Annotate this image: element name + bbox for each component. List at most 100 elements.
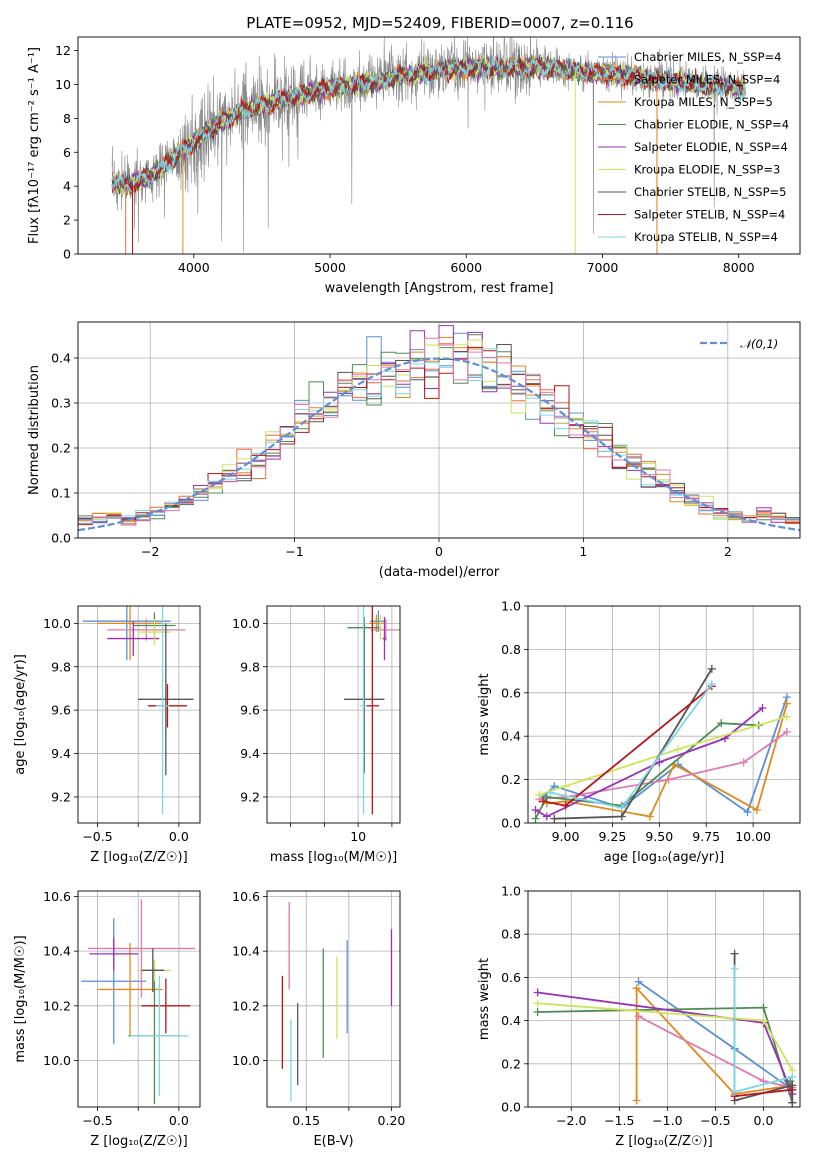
spectrum-legend-label-1: Salpeter MILES, N_SSP=4 — [634, 73, 780, 87]
weight_vs_age-marker-2 — [782, 727, 791, 736]
spectrum-axes: 4000 5000 6000 7000 8000 0 2 4 6 8 10 12 wavelength … — [27, 43, 755, 296]
weight_vs_Z-frame — [527, 890, 801, 1108]
spectrum-ytick-label: 0 — [63, 247, 71, 262]
weight_vs_age-marker-3 — [542, 792, 551, 801]
age_vs_mass-ytick-label: 10.0 — [232, 616, 260, 631]
mass_vs_ebv-xlabel: E(B-V) — [313, 1134, 353, 1149]
weight_vs_age-marker-5 — [782, 712, 791, 721]
residuals-legend-label: 𝒩(0,1) — [740, 337, 778, 351]
spectrum-plot-area — [111, 37, 746, 254]
spectrum-ytick-label: 6 — [63, 145, 71, 160]
mass_vs_Z-frame — [77, 890, 201, 1108]
residuals-ytick-label: 0.4 — [51, 351, 71, 366]
residuals-plot-area — [78, 325, 800, 532]
weight_vs_Z-series-line-5 — [537, 1002, 794, 1071]
mass_vs_ebv-xtick-label: 0.15 — [292, 1113, 320, 1128]
weight_vs_Z-xtick-label: 0.0 — [754, 1113, 774, 1128]
residuals-ytick-label: 0.3 — [51, 396, 71, 411]
mass_vs_Z-ytick-label: 10.0 — [43, 1053, 71, 1068]
spectrum-legend-label-2: Kroupa MILES, N_SSP=5 — [634, 95, 773, 109]
weight_vs_age-marker-3 — [717, 719, 726, 728]
age_vs_Z-frame — [77, 605, 201, 824]
mass_vs_ebv-xtick-label: 0.20 — [378, 1113, 406, 1128]
spectrum-legend-label-4: Salpeter ELODIE, N_SSP=4 — [634, 140, 788, 154]
age_vs_Z-ytick-label: 9.8 — [51, 659, 71, 674]
weight_vs_age-xtick-label: 9.50 — [645, 829, 673, 844]
weight_vs_age-xtick-label: 9.75 — [692, 829, 720, 844]
weight_vs_age-ylabel: mass weight — [477, 673, 492, 755]
weight_vs_age-ytick-label: 0.4 — [501, 729, 521, 744]
spectrum-ytick-label: 4 — [63, 179, 71, 194]
age_vs_Z-ylabel: age [log₁₀(age/yr)] — [13, 654, 28, 775]
weight_vs_age-frame — [527, 605, 801, 824]
mass_vs_Z-axes: −0.5 0.0 10.0 10.2 10.4 10.6 Z [log₁₀(Z/Z☉)] ma… — [13, 889, 200, 1149]
weight_vs_Z-marker-3 — [759, 1003, 768, 1012]
weight_vs_Z-xtick-label: −1.0 — [652, 1113, 682, 1128]
age_vs_Z-ytick-label: 9.2 — [51, 789, 71, 804]
weight_vs_age-marker-5 — [535, 790, 544, 799]
weight_vs_age-plot-area — [531, 664, 791, 823]
age_vs_mass-xlabel: mass [log₁₀(M/M☉)] — [270, 850, 397, 865]
mass_vs_Z-ytick-label: 10.2 — [43, 998, 71, 1013]
weight_vs_Z-marker-1 — [632, 984, 641, 993]
spectrum-xtick-label: 6000 — [450, 260, 482, 275]
residuals-ylabel: Normed distribution — [27, 365, 42, 495]
age_vs_Z-ytick-label: 9.6 — [51, 703, 71, 718]
residuals-frame — [77, 321, 801, 539]
spectrum-ytick-label: 12 — [55, 43, 71, 58]
weight_vs_age-marker-3 — [531, 814, 540, 823]
age_vs_mass-plot-area — [343, 606, 400, 815]
residuals-xtick-label: 0 — [435, 544, 443, 559]
mass_vs_Z-xtick-label: 0.0 — [169, 1113, 189, 1128]
spectrum-model-line-8 — [111, 52, 746, 194]
spectrum-legend-label-0: Chabrier MILES, N_SSP=4 — [634, 50, 781, 64]
mass_vs_ebv-axes: 0.15 0.20 10.0 10.2 10.4 10.6 E(B-V) — [232, 889, 405, 1149]
age_vs_Z-xlabel: Z [log₁₀(Z/Z☉)] — [90, 850, 187, 865]
spectrum-xlabel: wavelength [Angstrom, rest frame] — [325, 281, 554, 296]
weight_vs_age-marker-1 — [752, 805, 761, 814]
mass_vs_Z-ytick-label: 10.4 — [43, 944, 71, 959]
weight_vs_Z-marker-8 — [730, 1087, 739, 1096]
weight_vs_age-xtick-label: 9.25 — [598, 829, 626, 844]
weight_vs_age-series-line-0 — [542, 696, 788, 814]
spectrum-legend-label-3: Chabrier ELODIE, N_SSP=4 — [634, 118, 789, 132]
weight_vs_age-marker-2 — [739, 758, 748, 767]
age_vs_Z-plot-area — [82, 606, 194, 815]
weight_vs_age-ytick-label: 0.8 — [501, 642, 521, 657]
weight_vs_age-marker-1 — [782, 699, 791, 708]
spectrum-xtick-label: 7000 — [587, 260, 619, 275]
age_vs_Z-axes: −0.5 0.0 9.2 9.4 9.6 9.8 10.0 Z [log₁₀(Z/Z☉)] ag… — [13, 606, 200, 865]
weight_vs_Z-xtick-label: −2.0 — [556, 1113, 586, 1128]
residuals-ytick-label: 0.1 — [51, 486, 71, 501]
weight_vs_age-marker-4 — [758, 703, 767, 712]
weight_vs_age-axes: 9.00 9.25 9.50 9.75 10.00 0.0 0.2 0.4 0.6 0.8 1.0 a… — [477, 599, 800, 865]
spectrum-ytick-label: 2 — [63, 213, 71, 228]
spectrum-frame — [77, 36, 801, 255]
age_vs_Z-ytick-label: 9.4 — [51, 746, 71, 761]
age_vs_Z-ytick-label: 10.0 — [43, 616, 71, 631]
weight_vs_Z-marker-0 — [634, 977, 643, 986]
age_vs_Z-xtick-label: −0.5 — [82, 829, 112, 844]
weight_vs_age-ytick-label: 0.6 — [501, 685, 521, 700]
weight_vs_age-xlabel: age [log₁₀(age/yr)] — [604, 850, 725, 865]
weight_vs_age-marker-0 — [743, 808, 752, 817]
weight_vs_age-marker-6 — [550, 814, 559, 823]
weight_vs_age-ytick-label: 0.2 — [501, 772, 521, 787]
weight_vs_age-marker-7 — [539, 797, 548, 806]
weight_vs_age-marker-1 — [645, 812, 654, 821]
weight_vs_age-ytick-label: 0.0 — [501, 816, 521, 831]
weight_vs_age-xtick-label: 10.00 — [735, 829, 771, 844]
spectrum-ytick-label: 10 — [55, 77, 71, 92]
residuals-ytick-label: 0.2 — [51, 441, 71, 456]
weight_vs_age-marker-8 — [546, 788, 555, 797]
mass_vs_ebv-ytick-label: 10.4 — [232, 944, 260, 959]
mass_vs_ebv-frame — [266, 890, 401, 1108]
mass_vs_Z-xtick-label: −0.5 — [82, 1113, 112, 1128]
weight_vs_Z-marker-5 — [533, 999, 542, 1008]
weight_vs_Z-xtick-label: −1.5 — [604, 1113, 634, 1128]
weight_vs_Z-marker-7 — [788, 1085, 797, 1094]
age_vs_mass-ytick-label: 9.8 — [240, 659, 260, 674]
weight_vs_Z-marker-8 — [730, 964, 739, 973]
residuals-xtick-label: −2 — [141, 544, 159, 559]
